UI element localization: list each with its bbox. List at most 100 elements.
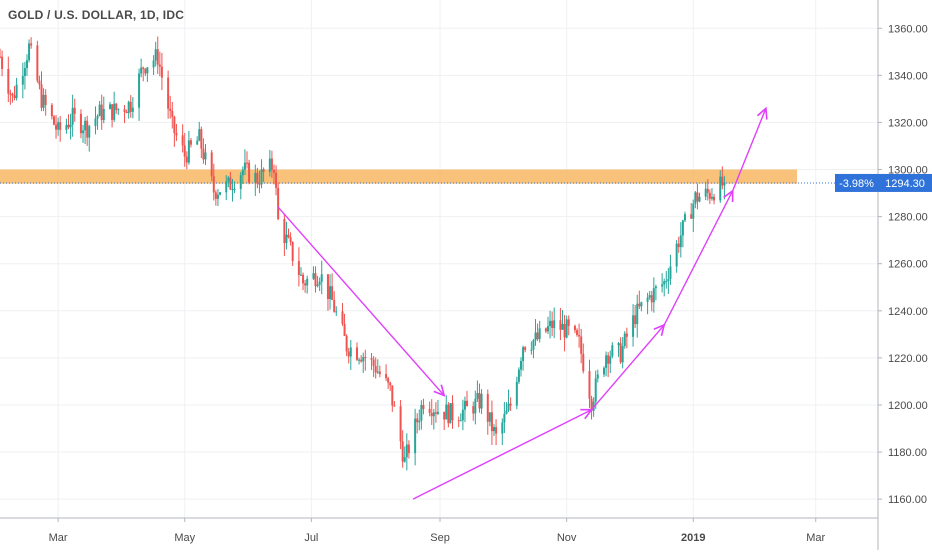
candle-body: [71, 107, 74, 125]
candle-body: [262, 169, 265, 172]
candle-body: [202, 148, 205, 160]
y-tick-label: 1320.00: [888, 117, 928, 129]
candle-body: [393, 405, 396, 407]
candle-body: [183, 145, 186, 157]
candle-body: [326, 274, 329, 300]
candle-body: [283, 218, 286, 244]
candle-body: [638, 303, 641, 307]
candle-body: [109, 104, 112, 109]
candle-body: [663, 281, 666, 285]
candle-body: [713, 196, 716, 201]
candle-body: [246, 162, 249, 164]
candle-body: [532, 340, 535, 350]
candle-body: [493, 427, 496, 432]
candle-body: [160, 66, 163, 78]
candle-body: [84, 120, 87, 131]
candle-body: [407, 444, 410, 454]
candle-body: [418, 420, 421, 423]
candle-body: [69, 124, 72, 128]
candle-body: [82, 130, 85, 134]
candle-body: [312, 273, 315, 279]
candle-body: [677, 243, 680, 248]
candle-body: [314, 273, 317, 287]
candle-body: [189, 140, 192, 145]
candle-body: [389, 382, 392, 386]
candle-body: [88, 126, 91, 138]
candle-body: [546, 326, 549, 332]
candle-body: [428, 408, 431, 413]
candle-body: [472, 406, 475, 414]
candle-body: [212, 176, 215, 193]
candle-body: [171, 110, 174, 117]
candle-body: [474, 398, 477, 414]
candle-body: [156, 49, 159, 65]
candle-body: [13, 95, 16, 99]
candle-body: [704, 188, 707, 197]
candle-body: [131, 107, 134, 112]
y-tick-label: 1260.00: [888, 259, 928, 271]
y-tick-label: 1160.00: [888, 494, 927, 506]
candle-body: [146, 67, 149, 74]
candle-body: [559, 320, 562, 330]
candle-body: [28, 43, 31, 61]
candle-body: [50, 104, 53, 117]
candle-body: [79, 113, 82, 134]
candle-body: [374, 366, 377, 373]
candle-body: [667, 278, 670, 281]
resistance-zone: [0, 169, 878, 184]
candle-body: [256, 172, 259, 184]
candle-body: [536, 332, 539, 340]
y-tick-label: 1240.00: [888, 306, 928, 318]
candle-body: [619, 343, 622, 363]
candle-body: [503, 413, 506, 423]
candle-body: [432, 412, 435, 417]
candle-body: [447, 404, 450, 424]
candle-body: [669, 266, 672, 279]
candle-body: [333, 299, 336, 312]
candle-body: [167, 77, 170, 109]
candle-body: [652, 288, 655, 303]
candle-body: [679, 235, 682, 248]
candle-body: [661, 284, 664, 287]
candle-body: [243, 162, 246, 170]
candle-body: [486, 393, 489, 422]
candle-body: [605, 355, 608, 368]
candle-body: [360, 359, 363, 362]
x-tick-label: Nov: [557, 532, 577, 544]
candle-body: [289, 237, 292, 243]
candle-body: [501, 422, 504, 434]
chart-title: GOLD / U.S. DOLLAR, 1D, IDC: [8, 8, 185, 22]
candle-body: [42, 94, 45, 108]
candle-body: [241, 169, 244, 176]
y-tick-label: 1360.00: [888, 23, 928, 35]
x-tick-label: Mar: [49, 532, 68, 544]
candle-body: [594, 378, 597, 402]
candle-body: [538, 328, 541, 340]
candle-body: [277, 187, 280, 219]
price-badge: -3.98% 1294.30: [835, 173, 932, 192]
candle-body: [152, 60, 155, 68]
candle-body: [111, 104, 114, 120]
candle-body: [530, 349, 533, 351]
change-badge: [835, 173, 878, 192]
candle-body: [268, 158, 271, 172]
candle-body: [173, 116, 176, 134]
candle-body: [21, 76, 24, 85]
candle-body: [385, 374, 388, 379]
candle-body: [200, 129, 203, 149]
candle-body: [287, 234, 290, 238]
candle-body: [248, 162, 251, 183]
candle-body: [198, 129, 201, 141]
candle-body: [445, 404, 448, 420]
candle-body: [214, 192, 217, 199]
candle-body: [690, 214, 693, 219]
resistance-zone-band: [0, 169, 798, 184]
candle-body: [216, 194, 219, 199]
candle-body: [696, 192, 699, 202]
candle-body: [721, 176, 724, 186]
candle-body: [567, 319, 570, 326]
candle-body: [229, 177, 232, 190]
